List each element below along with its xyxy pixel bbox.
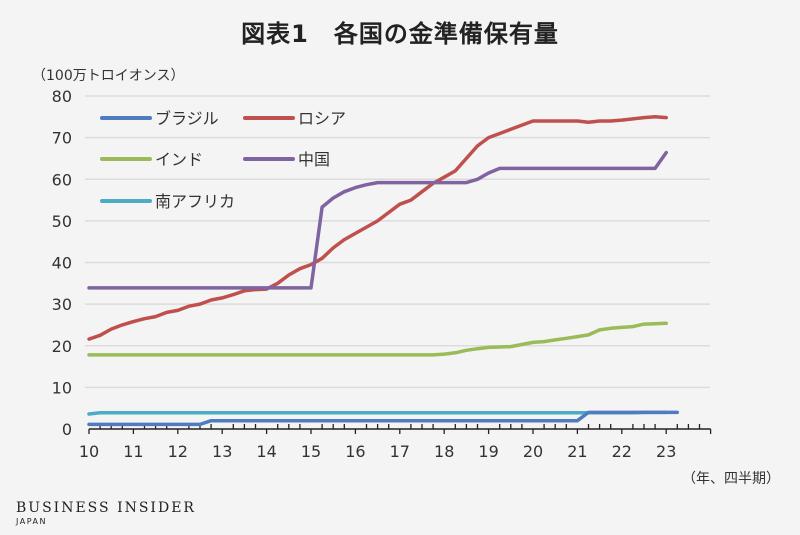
legend-label: 中国 [298, 150, 330, 169]
x-tick-label: 22 [612, 442, 632, 461]
brand-logo: BUSINESS INSIDER [16, 500, 196, 516]
y-axis-label: （100万トロイオンス） [32, 68, 184, 84]
x-axis-label: （年、四半期） [682, 471, 780, 487]
x-tick-label: 11 [123, 442, 143, 461]
x-tick-label: 23 [656, 442, 676, 461]
chart-title: 図表1 各国の金準備保有量 [241, 20, 559, 48]
x-tick-label: 14 [256, 442, 276, 461]
y-tick-label: 40 [52, 254, 72, 273]
x-tick-label: 21 [567, 442, 587, 461]
x-tick-label: 20 [523, 442, 543, 461]
x-tick-label: 12 [168, 442, 188, 461]
brand-sub: JAPAN [16, 517, 47, 526]
x-tick-label: 16 [345, 442, 365, 461]
y-tick-label: 50 [52, 212, 72, 231]
y-tick-label: 80 [52, 87, 72, 106]
x-tick-label: 18 [434, 442, 454, 461]
series-line-2 [87, 115, 668, 341]
legend-label: ブラジル [155, 109, 219, 128]
series-line-1 [87, 410, 680, 427]
x-tick-label: 19 [478, 442, 498, 461]
x-tick-label: 15 [301, 442, 321, 461]
series-line-3 [87, 321, 668, 357]
y-tick-label: 30 [52, 295, 72, 314]
y-tick-label: 60 [52, 170, 72, 189]
series-line-5 [87, 410, 668, 416]
x-tick-label: 10 [79, 442, 99, 461]
legend-label: インド [155, 150, 203, 169]
legend-label: 南アフリカ [155, 192, 235, 211]
legend-label: ロシア [298, 109, 346, 128]
y-tick-label: 0 [62, 420, 72, 439]
x-tick-label: 17 [390, 442, 410, 461]
series-line-4 [87, 150, 668, 290]
y-tick-label: 70 [52, 129, 72, 148]
y-tick-label: 20 [52, 337, 72, 356]
y-tick-label: 10 [52, 378, 72, 397]
x-tick-label: 13 [212, 442, 232, 461]
